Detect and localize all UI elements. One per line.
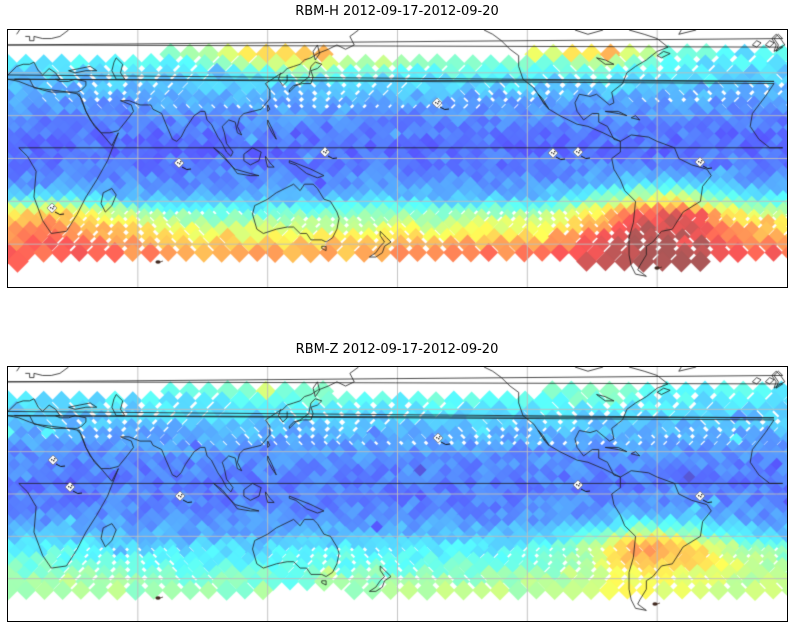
world-map-heatmap-rbm-z bbox=[7, 366, 788, 622]
world-map-heatmap-rbm-h bbox=[7, 29, 788, 288]
plot-title-rbm-h: RBM-H 2012-09-17-2012-09-20 bbox=[295, 4, 499, 19]
plot-title-rbm-z: RBM-Z 2012-09-17-2012-09-20 bbox=[295, 342, 499, 357]
